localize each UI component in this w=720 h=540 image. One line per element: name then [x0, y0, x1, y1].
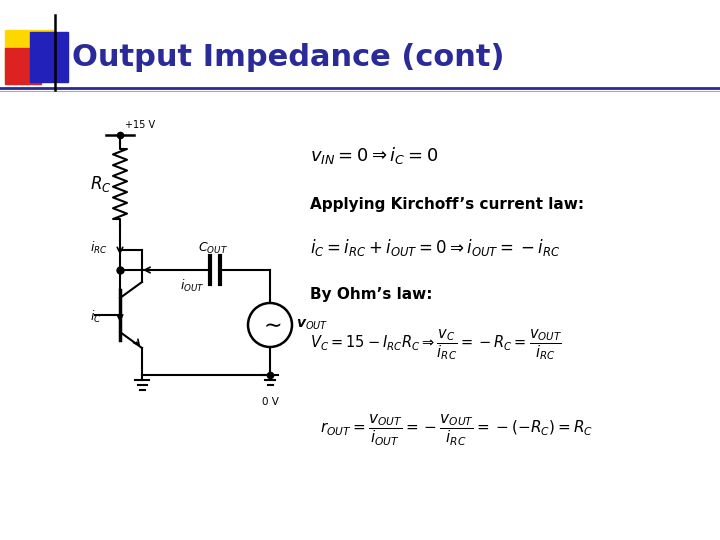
Text: $C_{OUT}$: $C_{OUT}$ [198, 240, 228, 255]
Text: $i_C = i_{RC} + i_{OUT} = 0 \Rightarrow i_{OUT} = -i_{RC}$: $i_C = i_{RC} + i_{OUT} = 0 \Rightarrow … [310, 238, 560, 259]
Text: $i_C$: $i_C$ [90, 309, 102, 325]
Text: $v_{IN} = 0 \Rightarrow i_C = 0$: $v_{IN} = 0 \Rightarrow i_C = 0$ [310, 145, 438, 165]
Text: $R_C$: $R_C$ [90, 174, 112, 194]
Text: By Ohm’s law:: By Ohm’s law: [310, 287, 433, 302]
Text: Output Impedance (cont): Output Impedance (cont) [72, 44, 505, 72]
Bar [30, 32, 68, 82]
Text: $r_{OUT} = \dfrac{v_{OUT}}{i_{OUT}} = -\dfrac{v_{OUT}}{i_{RC}} = -(-R_C) = R_C$: $r_{OUT} = \dfrac{v_{OUT}}{i_{OUT}} = -\… [320, 413, 593, 448]
Bar [5, 48, 41, 84]
Bar [5, 30, 53, 78]
Text: $V_C = 15 - I_{RC}R_C \Rightarrow \dfrac{v_C}{i_{RC}} = -R_C = \dfrac{v_{OUT}}{i: $V_C = 15 - I_{RC}R_C \Rightarrow \dfrac… [310, 328, 562, 362]
Text: $i_{RC}$: $i_{RC}$ [90, 239, 107, 255]
Text: $\boldsymbol{v}_{OUT}$: $\boldsymbol{v}_{OUT}$ [296, 318, 328, 332]
Circle shape [248, 303, 292, 347]
Text: $\sim$: $\sim$ [258, 315, 282, 335]
Text: +15 V: +15 V [125, 120, 155, 130]
Text: 0 V: 0 V [261, 397, 279, 407]
Text: $i_{OUT}$: $i_{OUT}$ [180, 278, 204, 294]
Text: Applying Kirchoff’s current law:: Applying Kirchoff’s current law: [310, 198, 584, 213]
